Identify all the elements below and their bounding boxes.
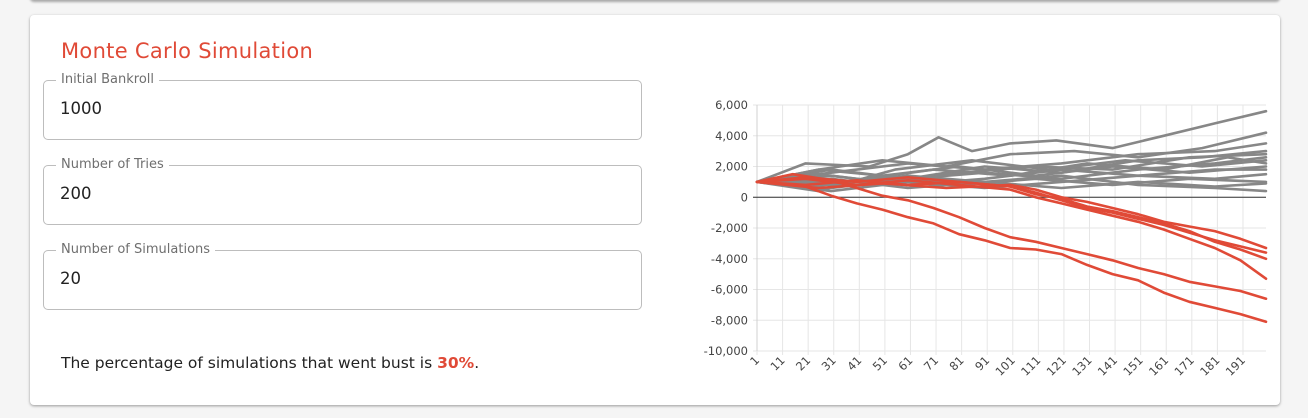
x-tick-label: 191: [1223, 353, 1248, 378]
bust-percentage-text: The percentage of simulations that went …: [61, 354, 479, 372]
result-suffix: .: [474, 354, 480, 372]
bust-percentage-value: 30%: [437, 354, 475, 372]
y-tick-label: 4,000: [715, 129, 748, 143]
result-prefix: The percentage of simulations that went …: [61, 354, 438, 372]
y-tick-label: -8,000: [711, 313, 748, 327]
x-axis-ticks: 1 11 21 31 41 51 61 71 81 91 101 111 121 131 141 151 161…: [747, 353, 1248, 378]
x-tick-label: 131: [1069, 353, 1094, 378]
number-of-simulations-label: Number of Simulations: [56, 242, 216, 258]
x-tick-label: 1: [747, 353, 762, 368]
y-tick-label: -6,000: [711, 283, 748, 297]
simulation-line: [755, 109, 1268, 184]
y-tick-label: 2,000: [715, 160, 748, 174]
x-tick-label: 181: [1197, 353, 1222, 378]
number-of-simulations-field[interactable]: Number of Simulations: [43, 242, 642, 310]
x-tick-label: 171: [1172, 353, 1197, 378]
monte-carlo-card: Monte Carlo Simulation Initial Bankroll …: [30, 15, 1280, 405]
y-axis-ticks: 6,000 4,000 2,000 0 -2,000 -4,000 -6,000 -8,000…: [704, 98, 748, 358]
x-tick-label: 111: [1018, 353, 1043, 378]
x-tick-label: 31: [819, 353, 839, 373]
x-tick-label: 161: [1146, 353, 1171, 378]
number-of-tries-field[interactable]: Number of Tries: [43, 157, 642, 225]
y-tick-label: -4,000: [711, 252, 748, 266]
chart-series: [755, 109, 1268, 324]
x-tick-label: 41: [844, 353, 864, 373]
simulation-line-chart: 6,000 4,000 2,000 0 -2,000 -4,000 -6,000 -8,000…: [704, 98, 1268, 379]
bust-simulation-line: [755, 172, 1268, 300]
initial-bankroll-label: Initial Bankroll: [56, 72, 159, 88]
x-tick-label: 141: [1095, 353, 1120, 378]
x-tick-label: 91: [972, 353, 992, 373]
y-tick-label: 6,000: [715, 98, 748, 112]
chart-grid: [753, 104, 1266, 355]
y-tick-label: -10,000: [704, 344, 748, 358]
simulation-line: [755, 152, 1268, 184]
y-tick-label: 0: [741, 190, 748, 204]
initial-bankroll-field[interactable]: Initial Bankroll: [43, 72, 642, 140]
x-tick-label: 101: [992, 353, 1017, 378]
x-tick-label: 11: [767, 353, 787, 373]
bust-simulation-line: [755, 180, 1268, 324]
number-of-tries-label: Number of Tries: [56, 157, 169, 173]
number-of-tries-input[interactable]: [60, 184, 620, 203]
x-tick-label: 121: [1044, 353, 1069, 378]
simulation-line: [755, 131, 1268, 184]
x-tick-label: 151: [1120, 353, 1145, 378]
x-tick-label: 51: [870, 353, 890, 373]
y-tick-label: -2,000: [711, 221, 748, 235]
x-tick-label: 81: [946, 353, 966, 373]
x-tick-label: 71: [921, 353, 941, 373]
card-title: Monte Carlo Simulation: [61, 39, 314, 63]
number-of-simulations-input[interactable]: [60, 269, 620, 288]
bust-simulation-line: [755, 180, 1268, 250]
x-tick-label: 61: [895, 353, 915, 373]
x-tick-label: 21: [793, 353, 813, 373]
initial-bankroll-input[interactable]: [60, 99, 620, 118]
